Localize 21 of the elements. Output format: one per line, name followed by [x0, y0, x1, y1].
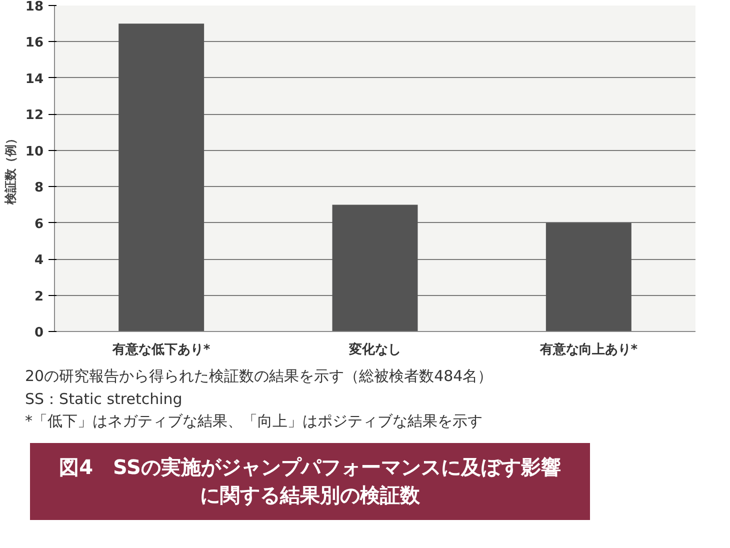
y-tick-label: 6 — [34, 216, 44, 232]
y-tick-label: 12 — [25, 108, 44, 124]
text: 20の研究報告から得られた検証数の結果を示す（総被検者数484名） — [25, 367, 493, 385]
y-tick-label: 0 — [34, 326, 44, 340]
x-tick-label: 有意な低下あり* — [111, 342, 210, 358]
text: *「低下」はネガティブな結果、「向上」はポジティブな結果を示す — [25, 412, 482, 430]
y-tick-label: 4 — [34, 253, 44, 268]
y-axis-title: 検証数（例） — [3, 132, 18, 206]
bar — [332, 204, 418, 332]
text: 図4 SSの実施がジャンプパフォーマンスに及ぼす影響に関する結果別の検証数 — [58, 454, 562, 510]
y-tick-label: 16 — [25, 36, 44, 51]
bar — [546, 222, 632, 332]
y-tick-label: 18 — [25, 0, 44, 14]
x-tick-label: 変化なし — [348, 342, 401, 358]
y-tick-label: 8 — [34, 180, 44, 196]
text: SS：Static stretching — [25, 390, 182, 408]
bar — [118, 24, 204, 332]
y-tick-label: 10 — [25, 144, 44, 160]
y-tick-label: 2 — [34, 289, 44, 304]
x-tick-label: 有意な向上あり* — [538, 342, 638, 358]
y-tick-label: 14 — [25, 72, 44, 87]
